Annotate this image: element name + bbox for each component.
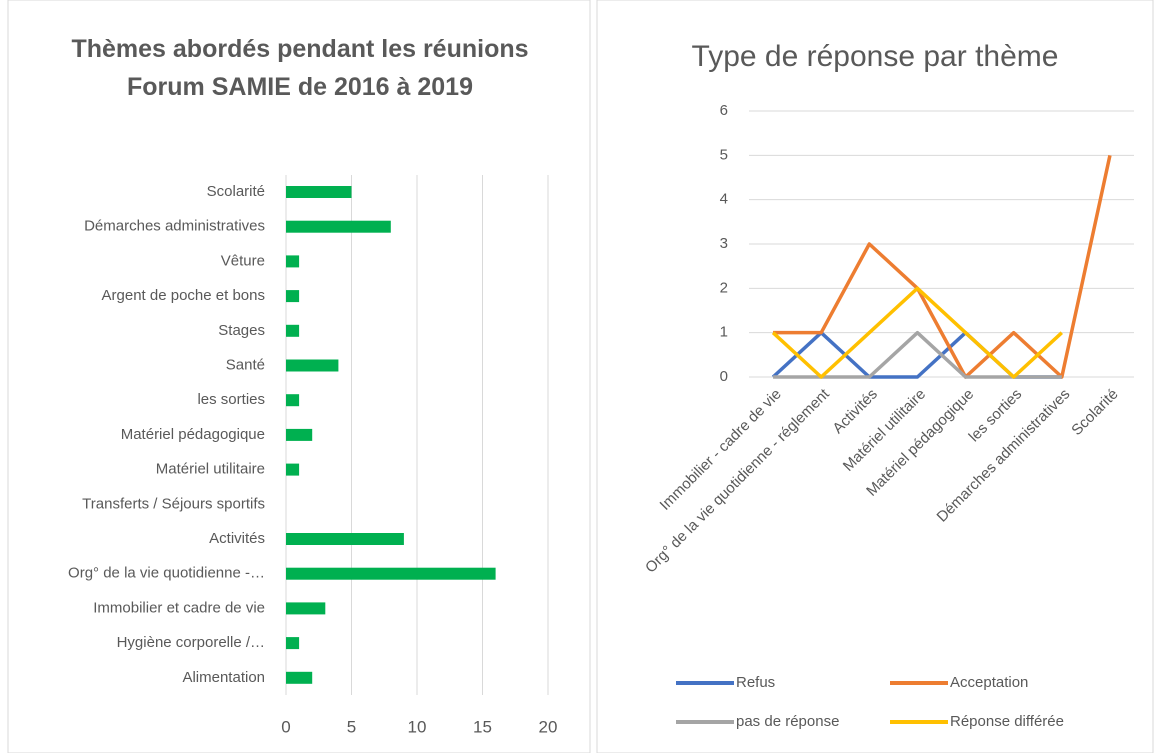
y-tick-label: 3 <box>720 235 728 252</box>
y-tick-label: Stages <box>218 322 265 339</box>
bar <box>286 186 352 198</box>
legend-label: Réponse différée <box>950 713 1064 730</box>
bar <box>286 255 300 268</box>
line-series <box>771 286 1063 379</box>
y-tick-label: Santé <box>226 356 265 373</box>
y-tick-label: Matériel utilitaire <box>156 461 265 478</box>
panel-border <box>7 0 591 753</box>
y-tick-label: 0 <box>720 368 728 385</box>
y-tick-label: Org° de la vie quotidienne -… <box>68 565 265 582</box>
bar <box>286 324 300 337</box>
bar <box>286 567 496 580</box>
x-tick-label: Matériel utilitaire <box>840 386 929 475</box>
bar <box>286 428 313 441</box>
y-tick-label: Hygiène corporelle /… <box>117 634 265 651</box>
x-tick-label: 5 <box>347 717 356 736</box>
legend-label: pas de réponse <box>736 713 839 730</box>
legend-label: Refus <box>736 674 775 691</box>
bar <box>286 533 404 545</box>
x-tick-label: Scolarité <box>1068 386 1121 439</box>
bar <box>286 602 326 615</box>
bar <box>286 220 391 233</box>
bar <box>286 394 300 407</box>
y-tick-label: 5 <box>720 146 728 163</box>
y-tick-label: Démarches administratives <box>84 218 265 235</box>
y-tick-label: Matériel pédagogique <box>121 426 265 443</box>
y-tick-label: 6 <box>720 102 728 119</box>
y-tick-label: Transferts / Séjours sportifs <box>82 495 265 512</box>
bar <box>286 463 300 476</box>
y-tick-label: Alimentation <box>182 669 265 686</box>
y-tick-label: 4 <box>720 191 728 208</box>
line-series <box>773 154 1112 379</box>
y-tick-label: Immobilier et cadre de vie <box>93 599 265 616</box>
y-tick-label: Vêture <box>221 252 265 269</box>
legend-label: Acceptation <box>950 674 1028 691</box>
bar <box>286 671 313 684</box>
bar <box>286 637 300 650</box>
chart-title: Thèmes abordés pendant les réunions Foru… <box>71 35 529 101</box>
y-tick-label: 1 <box>720 324 728 341</box>
x-tick-label: 0 <box>281 717 290 736</box>
y-tick-label: les sorties <box>197 391 265 408</box>
y-tick-label: Scolarité <box>207 183 265 200</box>
x-tick-label: 20 <box>539 717 558 736</box>
y-tick-label: Argent de poche et bons <box>102 287 265 304</box>
x-tick-label: 15 <box>473 717 492 736</box>
chart-title: Type de réponse par thème <box>691 40 1059 73</box>
panel-border <box>596 0 1154 753</box>
y-tick-label: 2 <box>720 279 728 296</box>
x-tick-label: Org° de la vie quotidienne - réglement <box>642 385 833 576</box>
x-tick-label: 10 <box>408 717 427 736</box>
bar <box>286 290 300 303</box>
bar <box>286 359 339 372</box>
y-tick-label: Activités <box>209 530 265 547</box>
